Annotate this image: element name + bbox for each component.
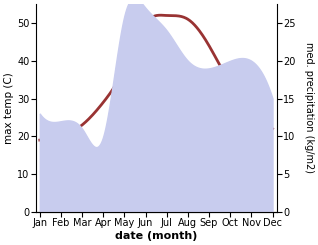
Y-axis label: med. precipitation (kg/m2): med. precipitation (kg/m2) <box>304 42 314 173</box>
Y-axis label: max temp (C): max temp (C) <box>4 72 14 144</box>
X-axis label: date (month): date (month) <box>115 231 197 241</box>
